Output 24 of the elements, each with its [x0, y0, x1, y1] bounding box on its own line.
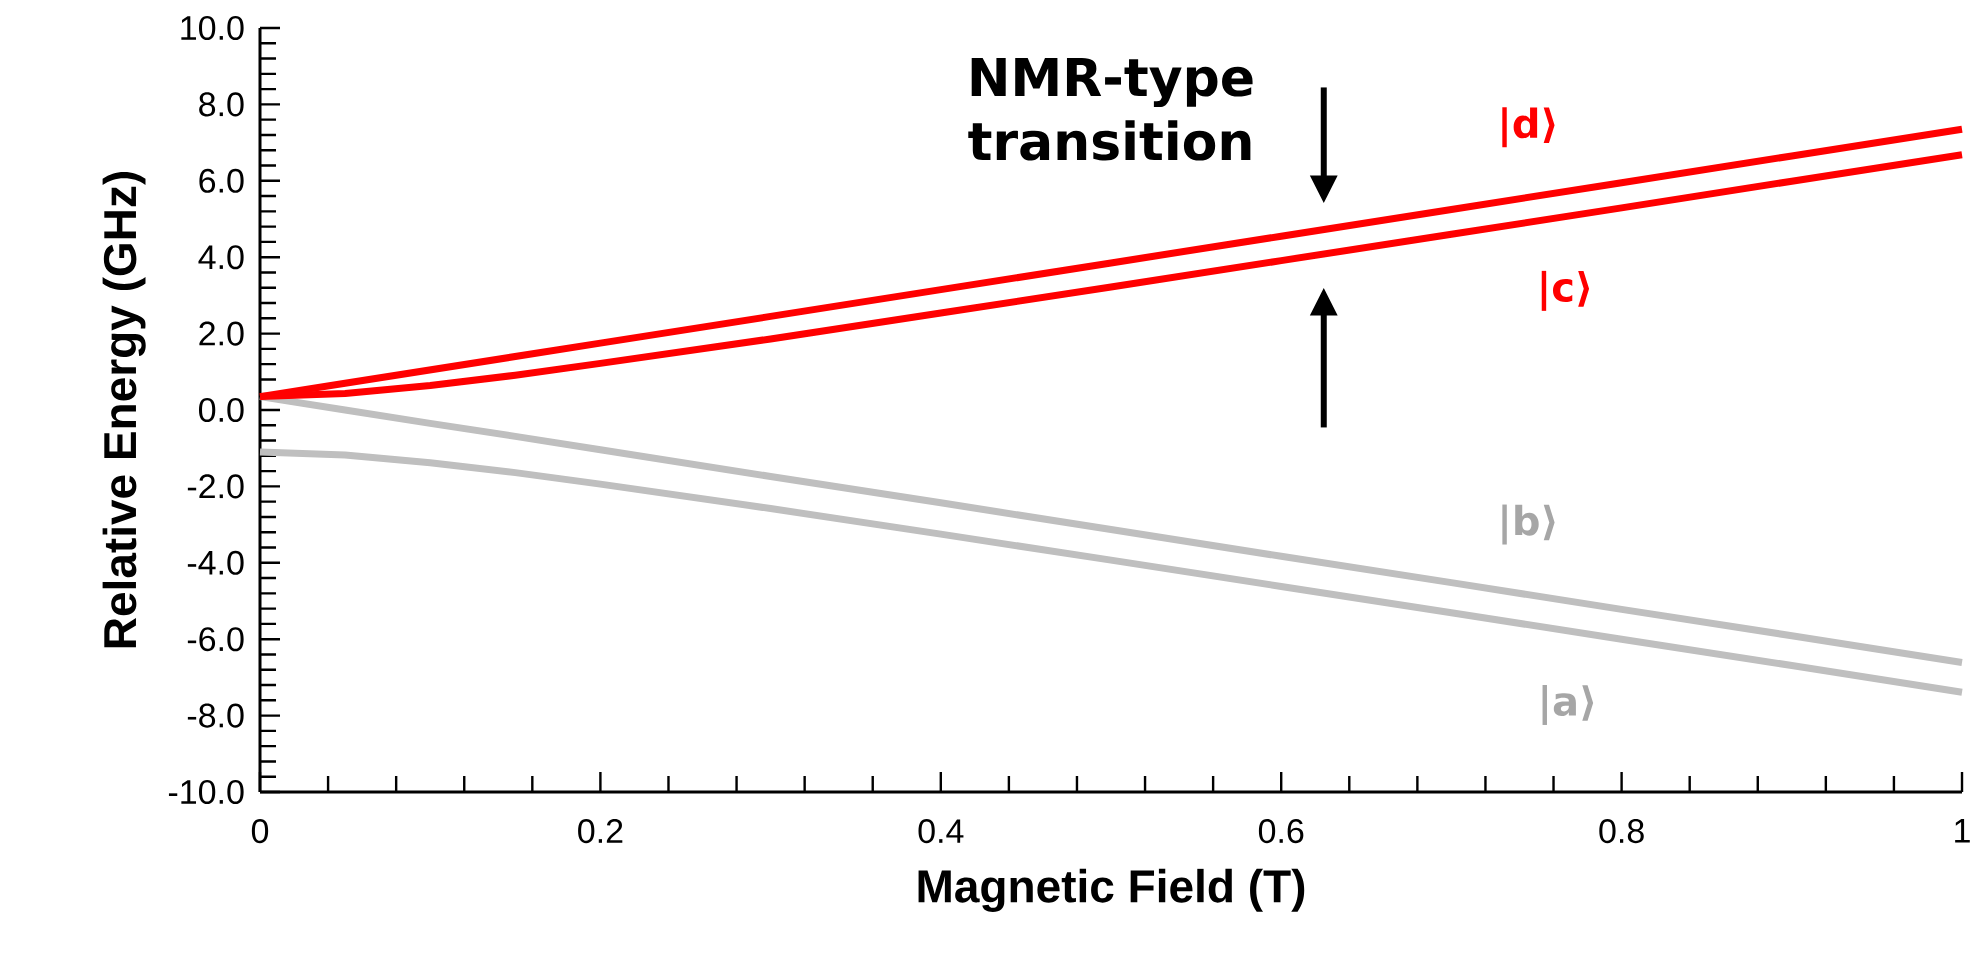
x-axis-title: Magnetic Field (T) [918, 868, 1305, 912]
y-tick-label: -8.0 [187, 703, 244, 728]
x-tick-label: 1 [1955, 819, 1970, 843]
y-tick-label: 6.0 [199, 168, 244, 193]
y-tick-label: -4.0 [187, 550, 244, 575]
y-tick-label: 0.0 [198, 397, 244, 423]
y-tick-label: -2.0 [187, 474, 244, 499]
series-label: |d⟩ [1502, 107, 1555, 148]
y-tick-label: -10.0 [168, 779, 244, 805]
x-tick-label: 0 [251, 819, 269, 844]
y-tick-label: 8.0 [199, 92, 244, 117]
x-tick-label: 0.2 [578, 819, 623, 844]
series-label: |b⟩ [1502, 504, 1555, 545]
y-tick-label: 4.0 [198, 245, 244, 270]
x-tick-label: 0.4 [918, 819, 964, 844]
series-label: |c⟩ [1541, 270, 1590, 311]
series-label: |a⟩ [1542, 684, 1594, 725]
y-tick-label: 10.0 [181, 15, 244, 41]
y-tick-label: -6.0 [187, 627, 244, 652]
annotation: NMR-type transition [968, 57, 1253, 161]
y-tick-label: 2.0 [199, 321, 244, 346]
x-tick-label: 0.8 [1599, 819, 1644, 844]
y-axis-title: Relative Energy (GHz) [102, 172, 146, 648]
x-tick-label: 0.6 [1258, 819, 1304, 844]
